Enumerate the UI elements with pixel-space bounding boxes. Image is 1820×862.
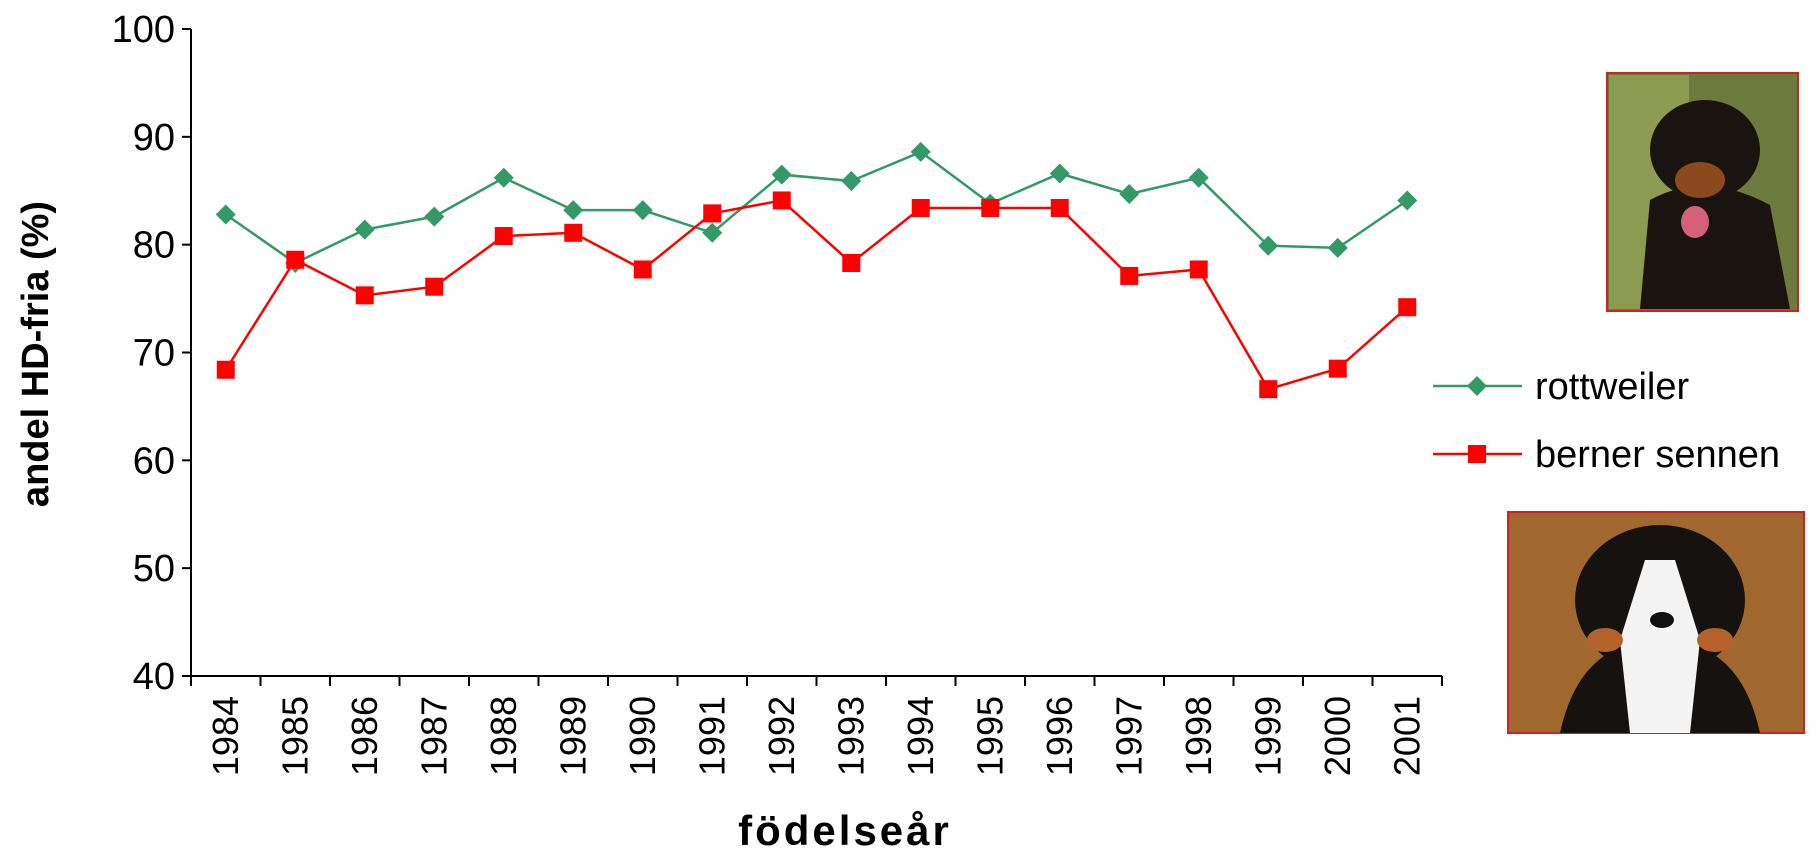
data-point [564,223,583,242]
data-point [354,219,375,240]
x-axis-title: födelseår [738,807,952,854]
data-point [771,164,792,185]
data-point [1398,298,1417,317]
data-point [1188,167,1209,188]
x-tick-label: 2000 [1317,696,1358,776]
data-point [703,204,722,223]
data-point [355,286,374,305]
data-point [632,200,653,221]
data-point [1328,359,1347,378]
y-axis-title: andel HD-fria (%) [15,201,57,507]
x-tick-label: 1984 [205,696,246,776]
data-point [842,253,861,272]
data-point [493,167,514,188]
legend-marker [1467,376,1487,396]
data-point [702,222,723,243]
data-point [1119,183,1140,204]
x-tick-label: 1999 [1247,696,1288,776]
data-point [841,171,862,192]
data-point [1049,163,1070,184]
y-tick-label: 100 [112,9,175,51]
x-tick-label: 1985 [274,696,315,776]
data-point [633,260,652,279]
data-point [1397,190,1418,211]
data-point [494,227,513,246]
x-tick-label: 2001 [1386,696,1427,776]
data-point [425,277,444,296]
data-point [1189,260,1208,279]
berner-photo [1507,511,1805,734]
y-tick-label: 50 [133,548,175,590]
x-tick-label: 1998 [1178,696,1219,776]
data-point [215,204,236,225]
x-tick-label: 1989 [552,696,593,776]
data-point [286,250,305,269]
x-tick-label: 1995 [969,696,1010,776]
data-point [981,199,1000,218]
x-tick-label: 1990 [622,696,663,776]
x-tick-label: 1993 [830,696,871,776]
data-point [911,199,930,218]
legend-marker [1468,445,1486,463]
data-point [910,141,931,162]
legend-label: rottweiler [1535,366,1689,408]
y-tick-label: 80 [133,225,175,267]
data-point [216,360,235,379]
data-point [1327,237,1348,258]
data-point [1050,199,1069,218]
y-tick-label: 40 [133,656,175,698]
x-tick-label: 1988 [483,696,524,776]
x-tick-label: 1994 [900,696,941,776]
data-point [563,200,584,221]
x-tick-label: 1986 [344,696,385,776]
rottweiler-photo [1606,72,1799,312]
data-point [772,191,791,210]
data-point [424,206,445,227]
data-point [1258,235,1279,256]
y-tick-label: 70 [133,333,175,375]
legend-label: berner sennen [1535,434,1780,476]
x-tick-label: 1997 [1108,696,1149,776]
data-point [1120,266,1139,285]
series-line [225,150,1408,265]
data-point [1259,380,1278,399]
series-line [224,199,1409,391]
y-tick-label: 90 [133,117,175,159]
x-tick-label: 1996 [1039,696,1080,776]
x-tick-label: 1991 [691,696,732,776]
y-tick-label: 60 [133,440,175,482]
x-tick-label: 1992 [761,696,802,776]
x-tick-label: 1987 [413,696,454,776]
